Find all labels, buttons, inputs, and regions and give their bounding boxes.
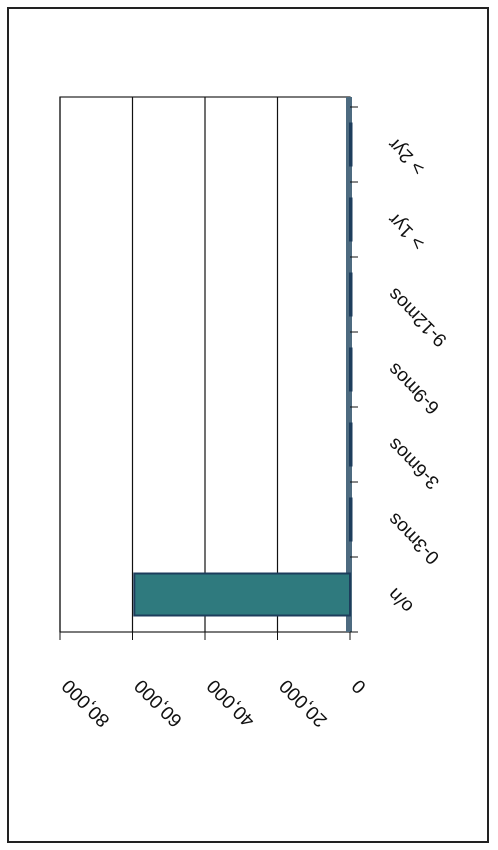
x-tick-label: 6-9mos	[384, 358, 444, 418]
bar	[349, 197, 353, 242]
frame	[7, 7, 489, 843]
y-tick-label: 0	[348, 675, 370, 697]
bar	[349, 497, 353, 542]
bar	[349, 422, 353, 467]
y-tick-label: 60,000	[131, 675, 187, 731]
y-tick-label: 40,000	[203, 675, 259, 731]
bar	[133, 572, 351, 617]
y-tick-label: 80,000	[58, 675, 114, 731]
x-tick-label: > 2yr	[384, 133, 430, 179]
bar	[349, 272, 353, 317]
x-tick-label: 0-3mos	[384, 508, 444, 568]
y-tick-label: 20,000	[276, 675, 332, 731]
x-tick-label: o/n	[384, 583, 418, 617]
x-tick-label: 9-12mos	[384, 283, 451, 350]
bar	[349, 122, 353, 167]
x-tick-label: > 1yr	[384, 208, 430, 254]
bar	[349, 347, 353, 392]
x-tick-label: 3-6mos	[384, 433, 444, 493]
